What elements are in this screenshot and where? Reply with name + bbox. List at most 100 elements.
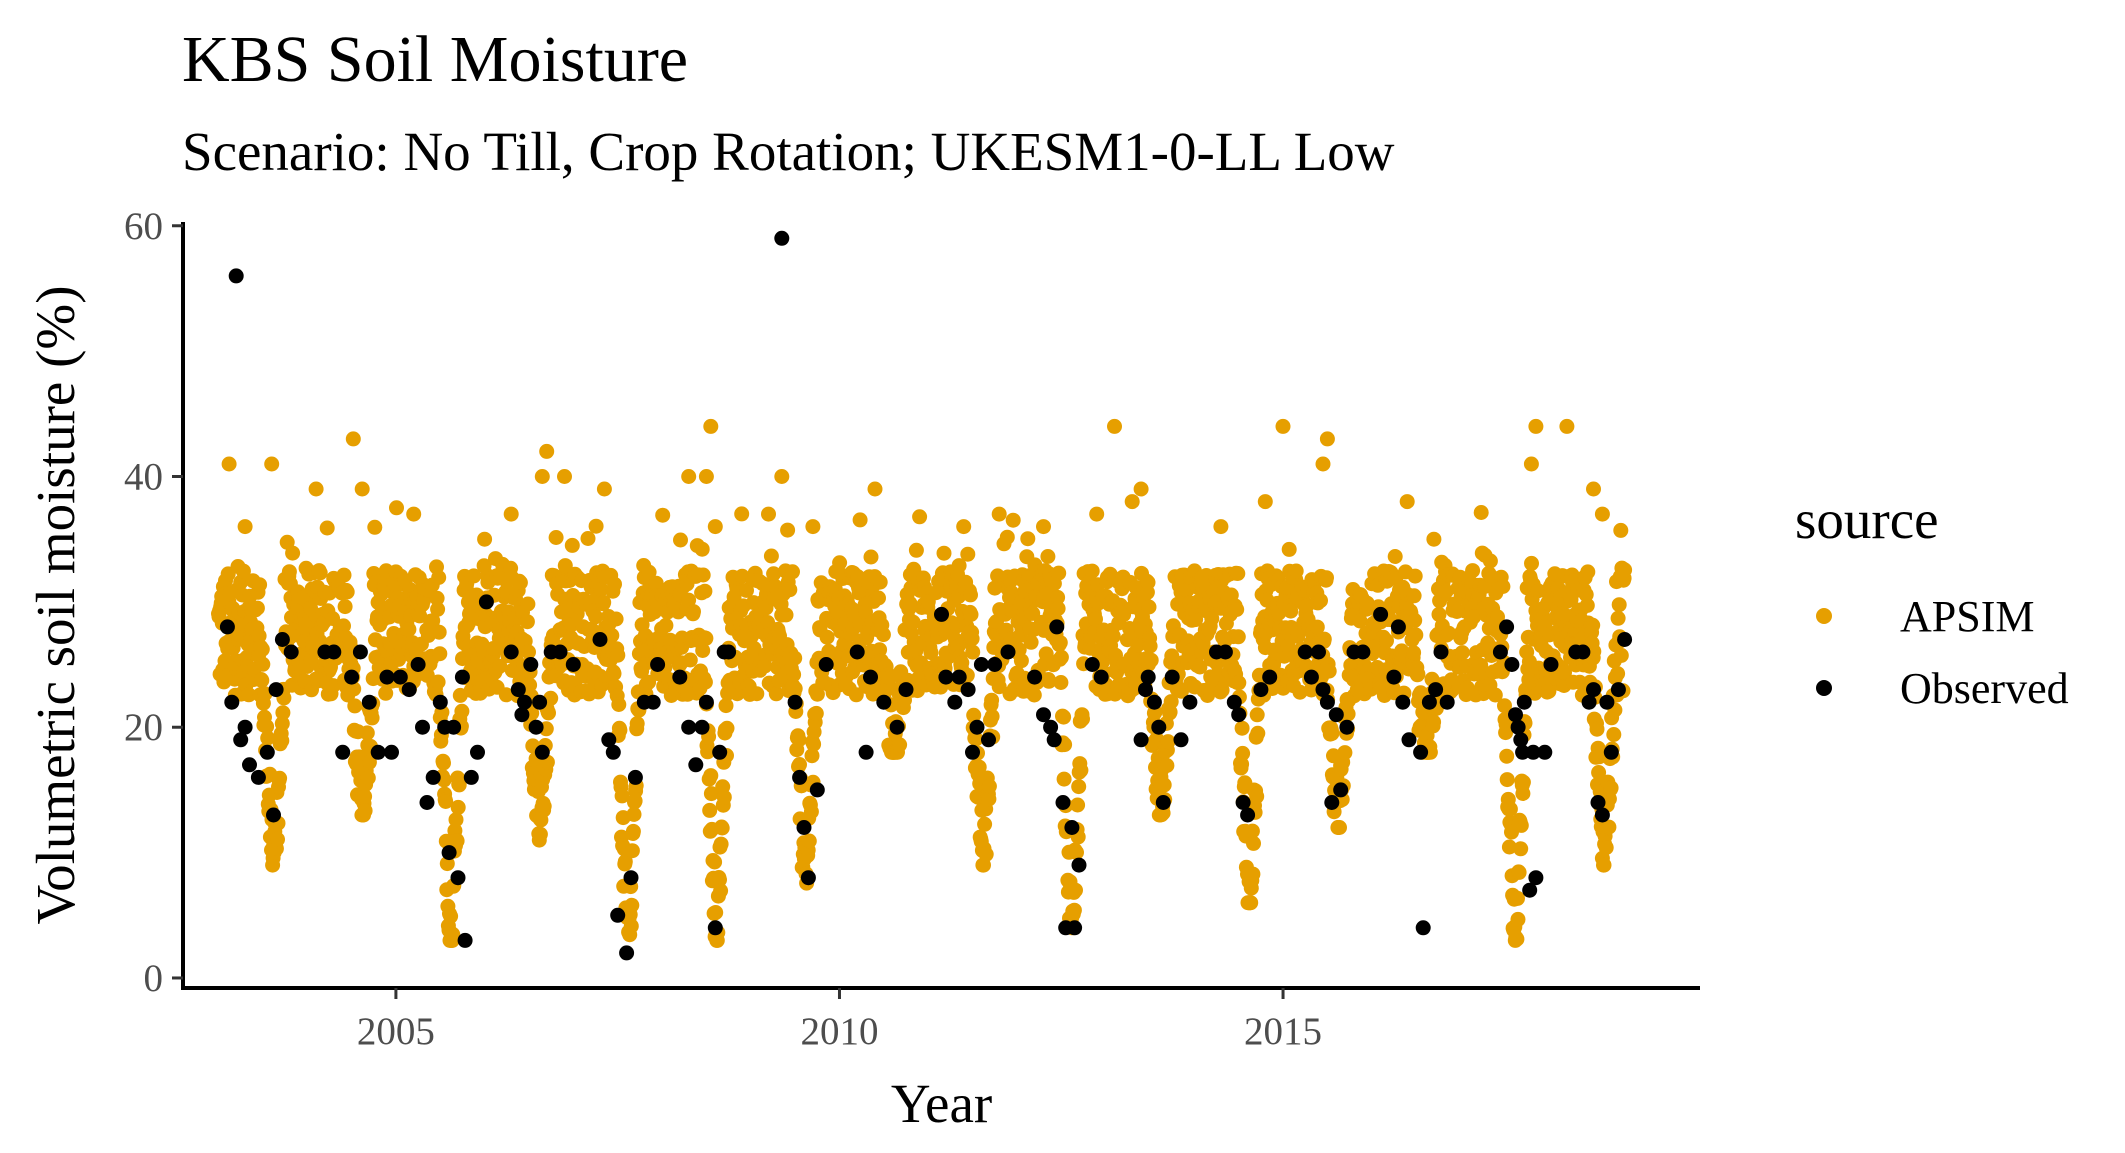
apsim-point — [588, 609, 604, 625]
observed-point — [523, 657, 539, 672]
apsim-point — [1399, 494, 1415, 510]
observed-point — [1049, 619, 1065, 635]
apsim-point — [1230, 566, 1246, 581]
observed-point — [410, 657, 426, 672]
apsim-point — [832, 555, 848, 571]
apsim-point — [808, 705, 824, 721]
apsim-point — [1586, 643, 1602, 659]
apsim-point — [1528, 418, 1544, 434]
apsim-point — [1509, 931, 1525, 947]
observed-point — [419, 795, 435, 810]
apsim-point — [1610, 666, 1626, 682]
apsim-point — [713, 836, 729, 852]
observed-point — [384, 744, 399, 760]
apsim-point — [1056, 771, 1072, 787]
apsim-point — [275, 705, 291, 721]
apsim-point — [498, 687, 514, 703]
apsim-point — [1586, 481, 1601, 497]
apsim-point — [1413, 685, 1429, 701]
apsim-point — [892, 737, 908, 753]
apsim-point — [867, 481, 883, 497]
apsim-point — [768, 686, 784, 702]
observed-point — [1537, 744, 1553, 760]
apsim-point — [255, 656, 271, 672]
apsim-point — [700, 744, 716, 760]
observed-point — [601, 732, 617, 748]
apsim-point — [492, 658, 508, 674]
observed-point — [694, 719, 710, 735]
apsim-point — [1143, 652, 1159, 668]
apsim-point — [580, 531, 596, 546]
apsim-point — [1288, 563, 1304, 579]
apsim-point — [707, 854, 723, 870]
apsim-point — [1105, 628, 1121, 644]
apsim-point — [1051, 565, 1067, 581]
apsim-point — [360, 770, 376, 786]
apsim-point — [1026, 687, 1042, 703]
apsim-point — [357, 788, 373, 804]
observed-point — [1262, 669, 1278, 685]
observed-point — [650, 657, 666, 672]
apsim-point — [1107, 418, 1122, 434]
observed-point — [1217, 644, 1233, 660]
apsim-point — [1578, 587, 1594, 603]
apsim-point — [235, 563, 251, 579]
observed-point — [809, 782, 825, 798]
apsim-point — [610, 647, 626, 663]
observed-point — [1594, 807, 1610, 823]
apsim-point — [1613, 647, 1629, 663]
apsim-point — [1309, 619, 1325, 635]
observed-point — [1439, 694, 1455, 710]
apsim-point — [1133, 481, 1149, 497]
apsim-point — [956, 519, 972, 535]
observed-point — [1599, 694, 1615, 710]
apsim-point — [694, 541, 710, 557]
observed-point — [1231, 707, 1247, 723]
apsim-point — [703, 768, 719, 784]
apsim-point — [1557, 665, 1572, 681]
apsim-point — [1156, 777, 1172, 793]
apsim-point — [557, 469, 572, 484]
apsim-point — [1257, 494, 1273, 510]
apsim-series — [211, 418, 1633, 948]
observed-point — [1000, 644, 1016, 660]
apsim-point — [695, 643, 711, 658]
apsim-point — [681, 592, 697, 608]
apsim-point — [1613, 522, 1629, 538]
apsim-point — [658, 617, 674, 633]
apsim-point — [707, 519, 723, 535]
observed-point — [672, 669, 688, 685]
apsim-point — [1213, 519, 1229, 535]
apsim-point — [1337, 745, 1353, 761]
observed-point — [335, 744, 351, 760]
apsim-point — [439, 856, 455, 872]
apsim-point — [1495, 579, 1511, 594]
apsim-point — [607, 576, 622, 592]
observed-point — [1297, 644, 1313, 660]
apsim-point — [965, 644, 981, 660]
apsim-point — [237, 519, 253, 535]
apsim-point — [1610, 610, 1626, 626]
apsim-point — [1192, 659, 1208, 675]
apsim-point — [1235, 745, 1251, 761]
apsim-point — [1088, 611, 1103, 627]
observed-point — [1575, 644, 1591, 660]
observed-point — [352, 644, 368, 660]
apsim-point — [536, 798, 552, 814]
apsim-point — [361, 754, 377, 770]
apsim-point — [264, 456, 280, 472]
apsim-point — [1603, 780, 1619, 796]
apsim-point — [1140, 574, 1156, 590]
apsim-point — [445, 926, 461, 942]
apsim-point — [1231, 675, 1247, 691]
apsim-point — [698, 630, 714, 646]
apsim-point — [345, 431, 361, 447]
apsim-point — [981, 778, 997, 794]
apsim-point — [718, 698, 734, 714]
observed-point — [1253, 682, 1269, 698]
apsim-point — [1013, 653, 1029, 669]
apsim-point — [1283, 603, 1299, 619]
observed-point — [1499, 619, 1515, 635]
apsim-point — [1005, 512, 1021, 528]
apsim-point — [1611, 597, 1627, 613]
